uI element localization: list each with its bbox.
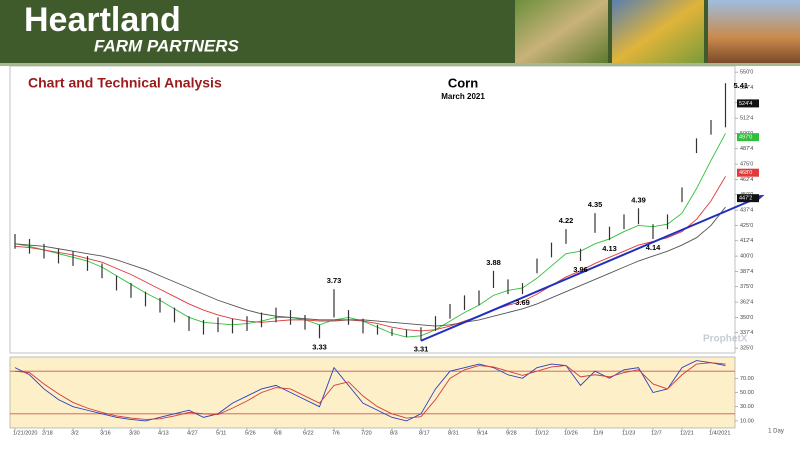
- x-tick-label: 6/8: [274, 430, 282, 436]
- x-tick-label: 12/21: [680, 430, 694, 436]
- price-annotation: 3.96: [573, 265, 588, 274]
- x-tick-label: 10/26: [564, 430, 578, 436]
- price-annotation: 3.88: [486, 258, 501, 267]
- y-tick-label: 337'4: [740, 330, 753, 336]
- x-tick-label: 1/4/2021: [709, 430, 730, 436]
- y-tick-label: 50.00: [740, 390, 754, 396]
- y-tick-label: 387'4: [740, 269, 753, 275]
- y-tick-label: 30.00: [740, 404, 754, 410]
- price-annotation: 4.14: [646, 243, 661, 252]
- price-badge-label: 468'0: [739, 170, 752, 176]
- y-tick-label: 425'0: [740, 223, 753, 229]
- moving-average: [14, 206, 726, 327]
- x-tick-label: 11/9: [593, 430, 603, 436]
- x-tick-label: 5/11: [216, 430, 226, 436]
- photo-cow: [515, 0, 608, 63]
- price-badge-label: 447'2: [739, 196, 752, 202]
- price-annotation: 3.69: [515, 298, 530, 307]
- watermark: ProphetX: [703, 334, 748, 345]
- y-tick-label: 437'4: [740, 208, 753, 214]
- price-badge: [737, 194, 759, 203]
- price-annotation: 3.33: [312, 342, 327, 351]
- page-title: Chart and Technical Analysis: [28, 75, 222, 91]
- y-tick-label: 10.00: [740, 418, 754, 424]
- x-tick-label: 6/22: [303, 430, 314, 436]
- interval-label: 1 Day: [768, 429, 784, 435]
- x-tick-label: 11/23: [622, 430, 635, 436]
- x-tick-label: 9/14: [477, 430, 488, 436]
- y-tick-label: 412'4: [740, 238, 753, 244]
- price-badge: [737, 168, 759, 177]
- price-annotation: 4.22: [559, 216, 574, 225]
- oscillator-line: [14, 362, 726, 420]
- y-tick-label: 462'4: [740, 177, 753, 183]
- y-tick-label: 512'4: [740, 116, 753, 122]
- photo-corn: [612, 0, 704, 63]
- x-tick-label: 12/7: [651, 430, 662, 436]
- brand: Heartland: [24, 1, 181, 39]
- oscillator-background: [9, 356, 736, 429]
- x-tick-label: 7/6: [332, 430, 340, 436]
- tagline: FARM PARTNERS: [94, 36, 239, 55]
- price-annotation: 4.13: [602, 244, 617, 253]
- x-tick-label: 8/31: [448, 430, 459, 436]
- chart-title: Corn: [448, 75, 478, 90]
- price-annotation: 4.39: [631, 195, 646, 204]
- price-badge: [737, 133, 759, 142]
- y-tick-label: 350'0: [740, 315, 753, 321]
- x-tick-label: 3/16: [100, 430, 111, 436]
- price-badge-label: 497'0: [739, 135, 752, 141]
- y-tick-label: 375'0: [740, 284, 753, 290]
- x-tick-label: 4/13: [158, 430, 169, 436]
- x-tick-label: 8/3: [390, 430, 398, 436]
- y-tick-label: 487'4: [740, 146, 753, 152]
- price-badge: [737, 99, 759, 108]
- price-annotation: 5.41: [734, 81, 749, 90]
- trendline: [420, 195, 763, 342]
- x-tick-label: 2/18: [42, 430, 53, 436]
- x-tick-label: 3/2: [71, 430, 79, 436]
- y-tick-label: 537'4: [740, 85, 753, 91]
- price-annotation: 3.73: [327, 276, 342, 285]
- x-tick-label: 9/28: [506, 430, 517, 436]
- photo-soybeans: [708, 0, 800, 63]
- y-tick-label: 400'0: [740, 254, 753, 260]
- x-tick-label: 4/27: [187, 430, 198, 436]
- plot-frame: [9, 65, 736, 354]
- moving-average: [14, 176, 726, 332]
- price-badge-label: 524'4: [739, 101, 752, 107]
- header-rule: [0, 63, 800, 66]
- x-tick-label: 3/30: [129, 430, 140, 436]
- y-tick-label: 325'0: [740, 346, 753, 352]
- x-tick-label: 5/26: [245, 430, 256, 436]
- y-tick-label: 550'0: [740, 70, 753, 76]
- y-tick-label: 70.00: [740, 376, 754, 382]
- price-annotation: 3.31: [414, 345, 429, 354]
- chart-subtitle: March 2021: [441, 92, 485, 101]
- price-annotation: 4.35: [588, 200, 603, 209]
- oscillator-line: [14, 360, 726, 422]
- x-tick-label: 10/12: [535, 430, 549, 436]
- moving-average: [14, 133, 726, 338]
- y-tick-label: 362'4: [740, 300, 753, 306]
- y-tick-label: 475'0: [740, 162, 753, 168]
- x-tick-label: 1/21/2020: [13, 430, 37, 436]
- x-tick-label: 7/20: [361, 430, 372, 436]
- x-tick-label: 8/17: [419, 430, 430, 436]
